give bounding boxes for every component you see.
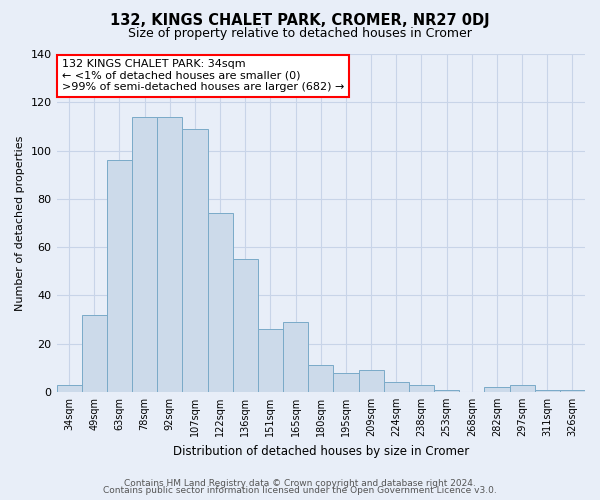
Bar: [208, 214, 233, 392]
Bar: [383, 382, 409, 392]
Bar: [283, 322, 308, 392]
Y-axis label: Number of detached properties: Number of detached properties: [15, 136, 25, 310]
Bar: [334, 372, 359, 392]
Bar: [157, 117, 182, 392]
Text: 132, KINGS CHALET PARK, CROMER, NR27 0DJ: 132, KINGS CHALET PARK, CROMER, NR27 0DJ: [110, 12, 490, 28]
Bar: [509, 384, 535, 392]
Bar: [56, 384, 82, 392]
Bar: [107, 160, 132, 392]
Bar: [535, 390, 560, 392]
Bar: [560, 390, 585, 392]
Bar: [258, 329, 283, 392]
Bar: [182, 129, 208, 392]
Bar: [434, 390, 459, 392]
Bar: [82, 314, 107, 392]
Text: 132 KINGS CHALET PARK: 34sqm
← <1% of detached houses are smaller (0)
>99% of se: 132 KINGS CHALET PARK: 34sqm ← <1% of de…: [62, 59, 344, 92]
Text: Contains HM Land Registry data © Crown copyright and database right 2024.: Contains HM Land Registry data © Crown c…: [124, 478, 476, 488]
Text: Contains public sector information licensed under the Open Government Licence v3: Contains public sector information licen…: [103, 486, 497, 495]
Text: Size of property relative to detached houses in Cromer: Size of property relative to detached ho…: [128, 28, 472, 40]
Bar: [132, 117, 157, 392]
X-axis label: Distribution of detached houses by size in Cromer: Distribution of detached houses by size …: [173, 444, 469, 458]
Bar: [308, 366, 334, 392]
Bar: [409, 384, 434, 392]
Bar: [484, 387, 509, 392]
Bar: [359, 370, 383, 392]
Bar: [233, 259, 258, 392]
